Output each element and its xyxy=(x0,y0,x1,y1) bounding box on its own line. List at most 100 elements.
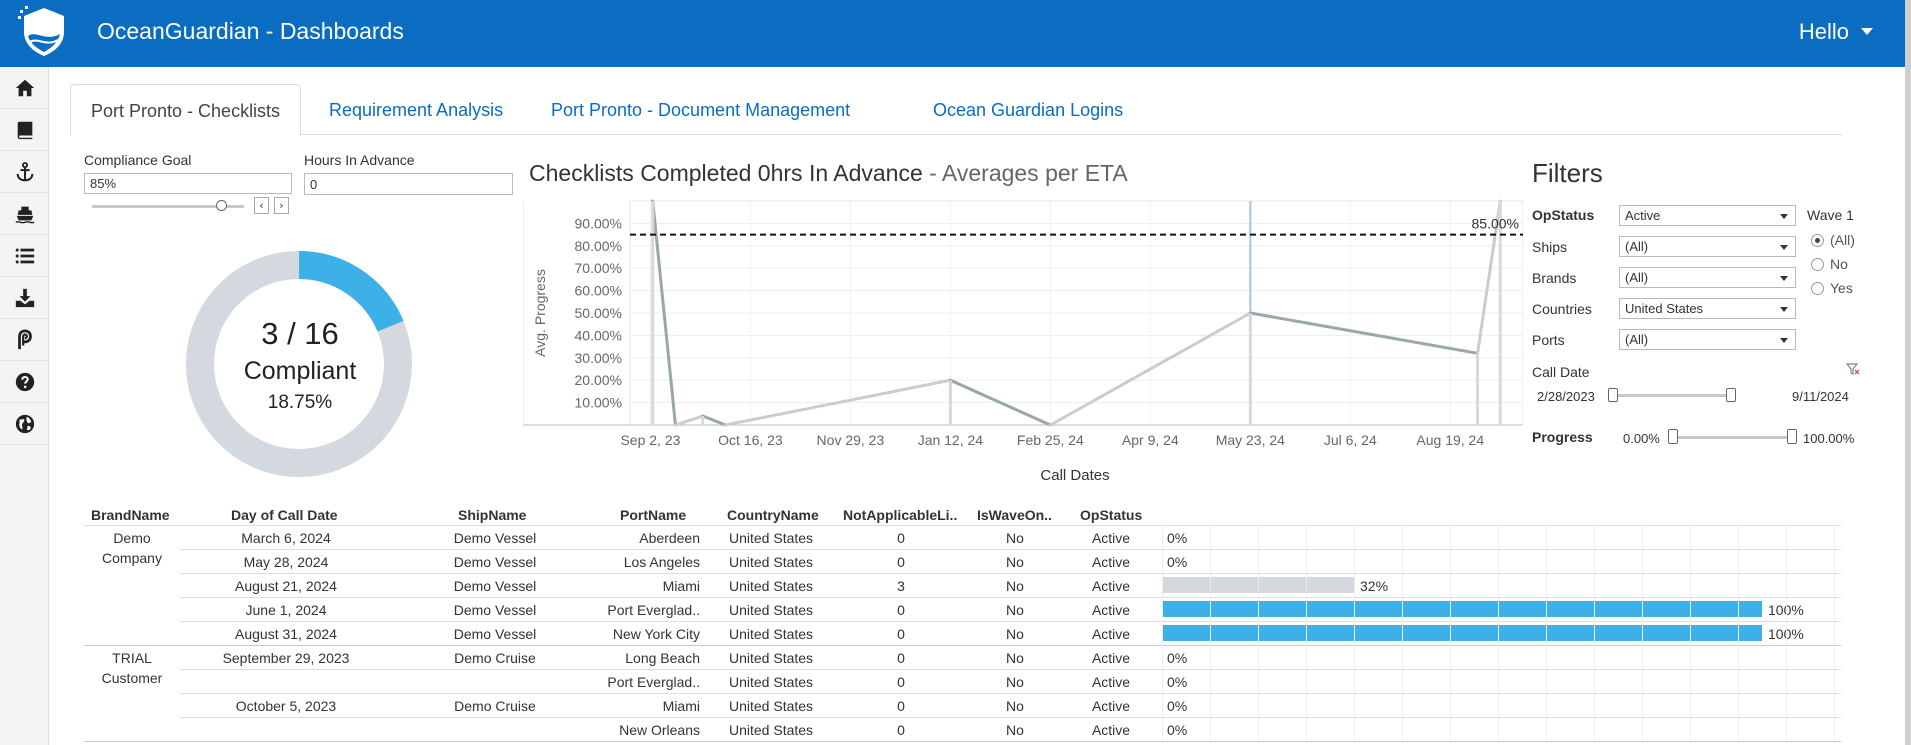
chart-y-tick-label: 50.00% xyxy=(575,305,622,321)
chart-y-tick-label: 80.00% xyxy=(575,238,622,254)
table-gridline xyxy=(1258,525,1259,740)
compliance-goal-slider-track[interactable] xyxy=(92,205,244,208)
call-date-start-handle[interactable] xyxy=(1608,388,1618,402)
tab-requirement-analysis[interactable]: Requirement Analysis xyxy=(329,100,504,120)
call-date-slider-track[interactable] xyxy=(1612,394,1732,397)
sidebar-item-book[interactable] xyxy=(0,109,49,151)
col-header-day-of-call-date[interactable]: Day of Call Date xyxy=(231,507,338,523)
chart-x-tick-label: Jan 12, 24 xyxy=(918,432,984,448)
progress-start-handle[interactable] xyxy=(1668,429,1678,444)
scrollbar-thumb[interactable] xyxy=(1905,0,1911,745)
page-scrollbar[interactable] xyxy=(1905,0,1911,745)
chart-x-tick-label: Oct 16, 23 xyxy=(718,432,783,448)
filter-ports-value: (All) xyxy=(1625,332,1649,347)
opstatus-cell: Active xyxy=(1091,722,1131,738)
filter-brands-value: (All) xyxy=(1625,270,1649,285)
tab-bar: Port Pronto - Checklists Requirement Ana… xyxy=(70,84,1842,136)
tab-ocean-guardian-logins[interactable]: Ocean Guardian Logins xyxy=(933,100,1124,120)
call-date-cell: October 5, 2023 xyxy=(235,698,337,714)
hours-in-advance-label: Hours In Advance xyxy=(304,152,415,168)
chart-title: Checklists Completed 0hrs In Advance - A… xyxy=(529,160,1128,187)
country-name-cell: United States xyxy=(729,698,814,714)
row-divider xyxy=(180,597,1841,598)
progress-label: 100% xyxy=(1768,626,1804,642)
book-icon xyxy=(17,121,32,139)
compliance-goal-input[interactable] xyxy=(84,173,292,194)
call-date-to: 9/11/2024 xyxy=(1792,389,1849,404)
download-icon xyxy=(15,288,34,307)
filter-ports-select[interactable]: (All) xyxy=(1619,329,1796,350)
wave-option-all[interactable]: (All) xyxy=(1811,232,1855,248)
chevron-down-icon xyxy=(1780,276,1788,281)
col-header-brandname[interactable]: BrandName xyxy=(91,507,170,523)
user-menu-caret-icon[interactable] xyxy=(1861,28,1873,35)
col-header-shipname[interactable]: ShipName xyxy=(458,507,527,523)
progress-to: 100.00% xyxy=(1803,431,1855,446)
filter-ports-label: Ports xyxy=(1532,332,1565,348)
radio-selected-icon xyxy=(1811,234,1824,247)
hours-in-advance-input[interactable] xyxy=(304,173,513,195)
compliant-count: 3 / 16 xyxy=(261,316,339,351)
wave-option-yes-label: Yes xyxy=(1830,280,1853,296)
sidebar-item-download[interactable] xyxy=(0,277,49,319)
clear-filter-icon[interactable] xyxy=(1846,362,1860,376)
col-header-countryname[interactable]: CountryName xyxy=(727,507,819,523)
progress-slider-track[interactable] xyxy=(1673,436,1793,439)
group-divider xyxy=(84,741,1841,742)
is-wave-on-cell: No xyxy=(1006,578,1024,594)
col-header-iswaveon[interactable]: IsWaveOn.. xyxy=(977,507,1052,523)
is-wave-on-cell: No xyxy=(1006,602,1024,618)
is-wave-on-cell: No xyxy=(1006,626,1024,642)
not-applicable-cell: 0 xyxy=(897,722,905,738)
compliance-goal-decrease-button[interactable]: ‹ xyxy=(254,197,269,214)
col-header-portname[interactable]: PortName xyxy=(620,507,687,523)
sidebar-item-portpronto[interactable] xyxy=(0,319,49,361)
opstatus-cell: Active xyxy=(1091,602,1131,618)
user-greeting[interactable]: Hello xyxy=(1798,19,1849,44)
radio-icon xyxy=(1811,258,1824,271)
ship-name-cell: Demo Vessel xyxy=(453,602,537,618)
col-header-opstatus[interactable]: OpStatus xyxy=(1080,507,1143,523)
table-gridline xyxy=(1450,525,1451,740)
compliance-goal-slider-thumb[interactable] xyxy=(216,200,228,211)
chart-y-axis-label: Avg. Progress xyxy=(532,269,548,357)
is-wave-on-cell: No xyxy=(1006,554,1024,570)
filter-countries-value: United States xyxy=(1625,301,1704,316)
wave-option-no[interactable]: No xyxy=(1811,256,1848,272)
sidebar-item-ship[interactable] xyxy=(0,193,49,235)
port-name-cell: Miami xyxy=(662,698,700,714)
sidebar-item-help[interactable] xyxy=(0,361,49,403)
call-date-end-handle[interactable] xyxy=(1726,388,1736,402)
chart-series-segment xyxy=(1476,199,1502,355)
progress-end-handle[interactable] xyxy=(1787,429,1797,444)
filter-countries-select[interactable]: United States xyxy=(1619,298,1796,319)
filter-ships-select[interactable]: (All) xyxy=(1619,236,1796,257)
wave-option-yes[interactable]: Yes xyxy=(1811,280,1853,296)
globe-icon xyxy=(15,414,34,433)
filter-opstatus-select[interactable]: Active xyxy=(1619,205,1796,226)
sidebar-item-globe[interactable] xyxy=(0,403,49,445)
tab-document-management[interactable]: Port Pronto - Document Management xyxy=(551,100,851,120)
sidebar-item-anchor[interactable] xyxy=(0,151,49,193)
col-header-notapplicable[interactable]: NotApplicableLi.. xyxy=(843,507,958,523)
progress-label: 0% xyxy=(1167,650,1188,666)
country-name-cell: United States xyxy=(729,626,814,642)
country-name-cell: United States xyxy=(729,530,814,546)
ship-name-cell: Demo Vessel xyxy=(453,554,537,570)
sidebar-item-home[interactable] xyxy=(0,67,49,109)
top-bar: OceanGuardian - Dashboards Hello xyxy=(0,0,1911,67)
compliance-goal-increase-button[interactable]: › xyxy=(274,197,289,214)
filter-brands-select[interactable]: (All) xyxy=(1619,267,1796,288)
portpronto-icon xyxy=(17,328,32,349)
opstatus-cell: Active xyxy=(1091,578,1131,594)
not-applicable-cell: 0 xyxy=(897,650,905,666)
call-date-cell: May 28, 2024 xyxy=(243,554,329,570)
help-icon xyxy=(15,372,34,391)
oceanguardian-logo-icon[interactable] xyxy=(16,4,72,60)
compliant-label: Compliant xyxy=(243,357,357,385)
chevron-down-icon xyxy=(1780,245,1788,250)
table-gridline xyxy=(1498,525,1499,740)
sidebar-item-list[interactable] xyxy=(0,235,49,277)
tab-port-pronto-checklists[interactable]: Port Pronto - Checklists xyxy=(70,84,302,136)
chart-y-tick-label: 10.00% xyxy=(575,395,622,411)
